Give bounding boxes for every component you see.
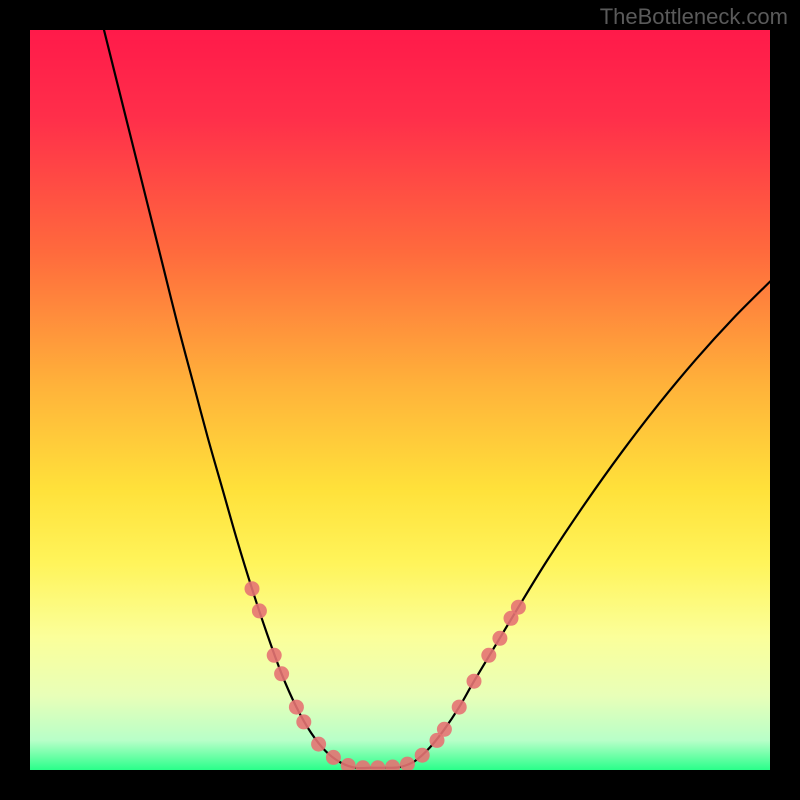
data-marker — [415, 748, 430, 763]
data-marker — [252, 603, 267, 618]
chart-container: TheBottleneck.com — [0, 0, 800, 800]
data-marker — [400, 757, 415, 770]
data-marker — [385, 760, 400, 770]
data-marker — [341, 758, 356, 770]
bottleneck-curve — [104, 30, 770, 768]
data-marker — [492, 631, 507, 646]
watermark-text: TheBottleneck.com — [600, 4, 788, 30]
data-marker — [245, 581, 260, 596]
plot-area — [30, 30, 770, 770]
curve-layer — [30, 30, 770, 770]
data-marker — [296, 714, 311, 729]
data-marker — [326, 750, 341, 765]
data-marker — [356, 760, 371, 770]
data-marker — [437, 722, 452, 737]
data-marker — [481, 648, 496, 663]
data-marker — [511, 600, 526, 615]
data-marker — [370, 760, 385, 770]
data-marker — [467, 674, 482, 689]
data-marker — [267, 648, 282, 663]
data-marker — [289, 700, 304, 715]
data-markers — [245, 581, 526, 770]
data-marker — [274, 666, 289, 681]
data-marker — [452, 700, 467, 715]
data-marker — [311, 737, 326, 752]
